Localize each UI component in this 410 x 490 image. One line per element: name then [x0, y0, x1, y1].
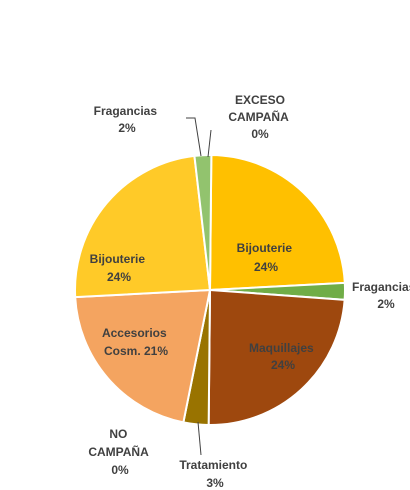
label-bijouterie-exceso-value: 24% [254, 260, 278, 274]
label-fragancias-exceso-value: 2% [377, 297, 395, 311]
label-fragancias-no-campana: Fragancias 2% [94, 104, 161, 135]
leader-line-fragancias-top [186, 117, 202, 157]
label-accesorios-name: Accesorios [102, 326, 167, 340]
label-bijouterie-no-campana-value: 24% [107, 270, 131, 284]
label-maquillajes-name: Maquillajes [249, 341, 314, 355]
pie-slices [74, 153, 346, 426]
label-tratamiento-value: 3% [206, 476, 224, 490]
label-exceso-campana-value: 0% [251, 127, 269, 141]
label-fragancias-no-campana-value: 2% [118, 121, 136, 135]
label-no-campana-value: 0% [111, 463, 129, 477]
pie-slice-accesorios-cosm--4 [74, 288, 212, 424]
label-tratamiento-name: Tratamiento [179, 458, 247, 472]
pie-slice-bijouterie-0 [208, 153, 346, 292]
leader-line-tratamiento [197, 421, 202, 456]
label-fragancias-exceso-name: Fragancias [352, 280, 410, 294]
label-no-campana: NO CAMPAÑA 0% [88, 427, 151, 477]
label-bijouterie-exceso: Bijouterie 24% [237, 241, 296, 274]
label-exceso-campana-word2: CAMPAÑA [228, 109, 289, 124]
label-no-campana-line2: CAMPAÑA [88, 444, 149, 459]
leader-lines [186, 117, 212, 456]
label-exceso-campana: EXCESO CAMPAÑA 0% [228, 93, 291, 141]
pie-slice-fragancias-6 [193, 154, 213, 291]
label-bijouterie-no-campana: Bijouterie 24% [90, 252, 149, 284]
label-no-campana-line1: NO [109, 427, 127, 441]
label-accesorios-line2: Cosm. 21% [104, 344, 168, 358]
label-maquillajes: Maquillajes 24% [249, 341, 317, 372]
label-fragancias-no-campana-name: Fragancias [94, 104, 158, 118]
label-fragancias-exceso-pct: 2% [377, 297, 395, 311]
pie-slice-maquillajes-2 [207, 288, 346, 426]
label-bijouterie-exceso-name: Bijouterie [237, 241, 293, 255]
label-maquillajes-value: 24% [271, 358, 295, 372]
label-exceso-campana-word1: EXCESO [235, 93, 285, 107]
label-exceso-campana-name: EXCESO CAMPAÑA [228, 93, 289, 124]
label-tratamiento: Tratamiento 3% [179, 458, 250, 490]
leader-line-exceso [207, 129, 212, 158]
label-accesorios: Accesorios Cosm. 21% [102, 326, 170, 358]
label-bijouterie-no-campana-name: Bijouterie [90, 252, 146, 266]
label-fragancias-exceso: Fragancias [352, 280, 410, 294]
pie-slice-bijouterie-5 [74, 154, 212, 299]
